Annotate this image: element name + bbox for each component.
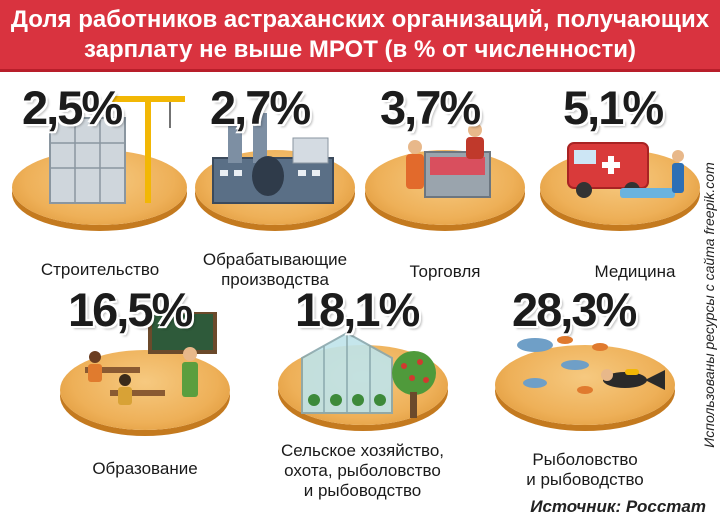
- value-fishing: 28,3%: [512, 283, 637, 336]
- label-education: Образование: [92, 459, 198, 478]
- title-line-1: Доля работников астраханских организаций…: [10, 6, 710, 33]
- fish-diver-icon: [517, 336, 665, 394]
- construction-icon: [49, 96, 185, 204]
- value-trade: 3,7%: [380, 81, 481, 134]
- factory-icon: [212, 113, 334, 204]
- value-medicine: 5,1%: [563, 81, 664, 134]
- label-trade: Торговля: [409, 262, 481, 281]
- value-agriculture: 18,1%: [295, 283, 420, 336]
- chart-title: Доля работников астраханских организаций…: [0, 0, 720, 72]
- label-construction: Строительство: [40, 260, 160, 279]
- value-manufacturing: 2,7%: [210, 81, 311, 134]
- label-manufacturing: Обрабатывающие производства: [202, 250, 348, 289]
- greenhouse-icon: [301, 331, 436, 418]
- title-line-2: зарплату не выше МРОТ (в % от численност…: [84, 36, 636, 63]
- label-agriculture: Сельское хозяйство, охота, рыболовство и…: [280, 441, 445, 500]
- value-education: 16,5%: [68, 283, 193, 336]
- ambulance-icon: [567, 142, 684, 198]
- label-medicine: Медицина: [594, 262, 676, 281]
- classroom-icon: [85, 312, 217, 405]
- label-fishing: Рыболовство и рыбоводство: [526, 450, 644, 489]
- shop-counter-icon: [406, 123, 491, 198]
- source-note: Источник: Росстат: [530, 497, 706, 516]
- credit-note: Использованы ресурсы с сайта freepik.com: [701, 162, 717, 448]
- value-construction: 2,5%: [22, 81, 123, 134]
